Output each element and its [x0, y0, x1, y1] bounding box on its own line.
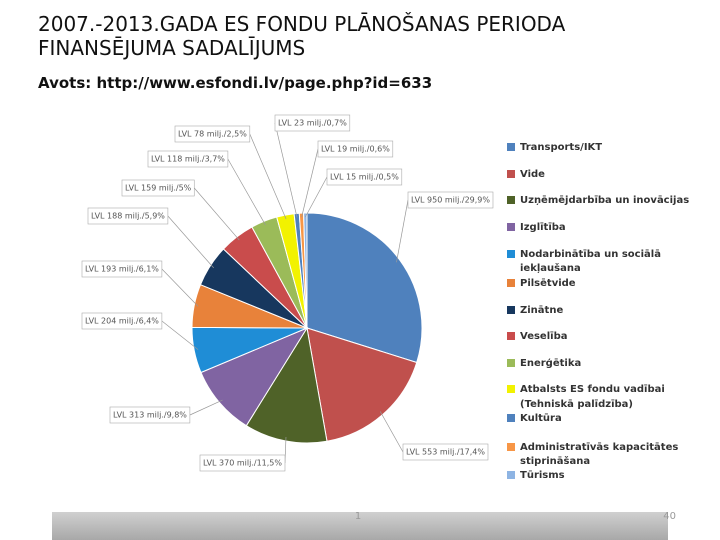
label-box [274, 114, 351, 132]
leader-line [274, 122, 298, 218]
title: 2007.-2013.GADA ES FONDU PLĀNOŠANAS PERI… [38, 12, 566, 60]
legend-label: Kultūra [520, 413, 562, 424]
value-label: LVL 19 milj./0,6% [321, 145, 390, 154]
legend-swatch [507, 414, 515, 422]
legend-swatch [507, 279, 515, 287]
slide-number: 40 [663, 511, 676, 522]
legend-swatch [507, 385, 515, 393]
leader-line [161, 268, 199, 307]
label-box [81, 312, 163, 330]
leader-line [161, 320, 199, 350]
legend-label: Nodarbinātība un sociālā iekļaušana [520, 249, 661, 274]
leader-line [249, 133, 287, 220]
label-box [174, 125, 251, 143]
legend-swatch [507, 443, 515, 451]
label-box [121, 179, 195, 197]
value-label: LVL 313 milj./9,8% [113, 411, 187, 420]
value-label: LVL 118 milj./3,7% [151, 155, 225, 164]
legend-label: Pilsētvide [520, 278, 576, 289]
legend-label: Uzņēmējdarbība un inovācijas [520, 195, 689, 206]
leader-line [194, 187, 240, 241]
label-box [87, 207, 169, 225]
legend-swatch [507, 170, 515, 178]
subtitle: Avots: http://www.esfondi.lv/page.php?id… [38, 74, 433, 92]
legend-label: Enerģētika [520, 358, 581, 369]
pie-slice [245, 326, 328, 444]
legend-swatch [507, 143, 515, 151]
label-box [199, 454, 286, 472]
footer-mark: 1 [355, 511, 361, 522]
value-label: LVL 23 milj./0,7% [278, 119, 347, 128]
label-box [81, 260, 163, 278]
label-box [109, 406, 191, 424]
value-label: LVL 553 milj./17,4% [406, 448, 485, 457]
label-box [402, 443, 489, 461]
legend-label: Transports/IKT [520, 142, 602, 153]
label-box [407, 191, 494, 209]
leader-line [396, 199, 409, 263]
legend-label: Atbalsts ES fondu vadībai (Tehniskā palīd… [520, 384, 665, 410]
leader-line [227, 158, 266, 226]
label-box [317, 140, 394, 158]
legend-swatch [507, 196, 515, 204]
value-label: LVL 193 milj./6,1% [85, 265, 159, 274]
legend-swatch [507, 250, 515, 258]
pie-slice [303, 212, 308, 329]
legend-swatch [507, 471, 515, 479]
leader-line [379, 411, 404, 453]
legend-label: Veselība [520, 331, 567, 342]
legend-label: Izglītība [520, 222, 566, 233]
value-label: LVL 204 milj./6,4% [85, 317, 159, 326]
legend-swatch [507, 332, 515, 340]
leader-line [189, 399, 223, 416]
leader-line [167, 215, 214, 269]
value-label: LVL 159 milj./5% [125, 184, 192, 193]
legend-label: Zinātne [520, 305, 563, 316]
value-label: LVL 188 milj./5,9% [91, 212, 165, 221]
pie-slice [306, 327, 418, 442]
leader-line [305, 176, 328, 218]
value-label: LVL 950 milj./29,9% [411, 196, 490, 205]
pie-slice [306, 212, 423, 364]
footer-bar [52, 512, 668, 540]
label-box [326, 168, 403, 186]
legend-label: Tūrisms [520, 470, 565, 481]
legend-label: Administratīvās kapacitātes stiprināšana [520, 442, 678, 467]
legend-swatch [507, 223, 515, 231]
label-box [147, 150, 229, 168]
value-label: LVL 15 milj./0,5% [330, 173, 399, 182]
legend-swatch [507, 306, 515, 314]
legend-label: Vide [520, 169, 545, 180]
value-label: LVL 78 milj./2,5% [178, 130, 247, 139]
leader-line [301, 148, 319, 218]
value-label: LVL 370 milj./11,5% [203, 459, 282, 468]
legend-swatch [507, 359, 515, 367]
